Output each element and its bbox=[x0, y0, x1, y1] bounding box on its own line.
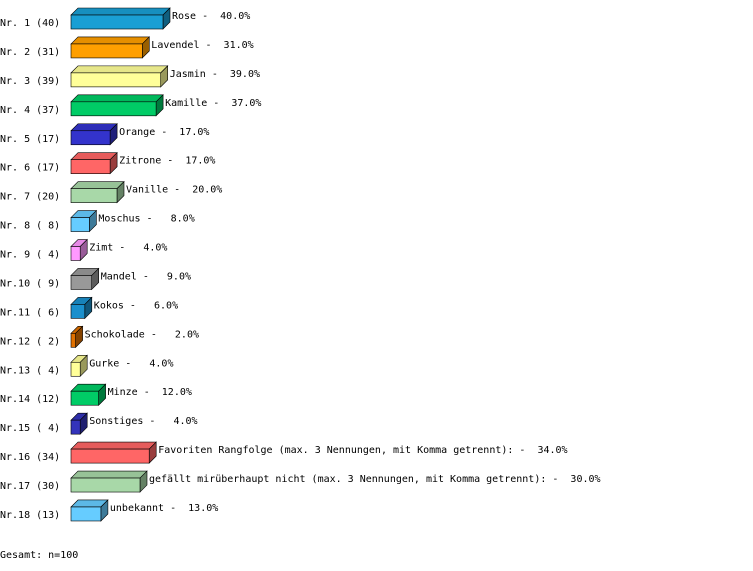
value-label: Schokolade - 2.0% bbox=[85, 329, 199, 340]
bar-front bbox=[70, 72, 161, 88]
value-label: Minze - 12.0% bbox=[108, 387, 192, 398]
value-label: Zimt - 4.0% bbox=[89, 243, 167, 254]
bar-top bbox=[70, 152, 118, 160]
category-label: Nr.16 (34) bbox=[0, 452, 60, 463]
footer: Gesamt: n=100 bbox=[0, 550, 78, 561]
value-label: Mandel - 9.0% bbox=[101, 271, 191, 282]
bar-front bbox=[70, 390, 99, 406]
bar bbox=[70, 65, 169, 88]
bar-front bbox=[70, 419, 81, 435]
category-label: Nr.12 ( 2) bbox=[0, 336, 60, 347]
category-label: Nr.11 ( 6) bbox=[0, 307, 60, 318]
bar-front bbox=[70, 448, 150, 464]
category-label: Nr.17 (30) bbox=[0, 481, 60, 492]
value-label: Favoriten Rangfolge (max. 3 Nennungen, m… bbox=[158, 445, 567, 456]
bar-front bbox=[70, 43, 143, 59]
category-label: Nr. 8 ( 8) bbox=[0, 221, 60, 232]
bar-front bbox=[70, 275, 93, 290]
bar bbox=[70, 412, 88, 435]
bar bbox=[70, 325, 84, 349]
bar bbox=[70, 470, 148, 493]
value-label: Jasmin - 39.0% bbox=[170, 69, 260, 80]
category-label: Nr.13 ( 4) bbox=[0, 365, 60, 376]
bar-top bbox=[70, 36, 151, 45]
category-label: Nr. 7 (20) bbox=[0, 192, 60, 203]
value-label: Vanille - 20.0% bbox=[126, 185, 222, 196]
category-label: Nr. 9 ( 4) bbox=[0, 250, 60, 261]
bar-front bbox=[70, 188, 118, 203]
bar-front bbox=[70, 304, 86, 319]
value-label: Kokos - 6.0% bbox=[94, 300, 178, 311]
value-label: gefällt mirüberhaupt nicht (max. 3 Nennu… bbox=[149, 474, 601, 485]
bar-top bbox=[70, 7, 171, 16]
category-label: Nr. 1 (40) bbox=[0, 18, 60, 29]
bar bbox=[70, 36, 151, 59]
value-label: Gurke - 4.0% bbox=[89, 358, 173, 369]
bar bbox=[70, 94, 164, 117]
value-label: Zitrone - 17.0% bbox=[119, 156, 215, 167]
bar-top bbox=[70, 441, 157, 450]
bar bbox=[70, 296, 93, 320]
value-label: Orange - 17.0% bbox=[119, 127, 209, 138]
bar-front bbox=[70, 159, 111, 174]
bar-top bbox=[70, 123, 118, 132]
value-label: Lavendel - 31.0% bbox=[151, 40, 253, 51]
bar-front bbox=[70, 477, 141, 493]
bar bbox=[70, 238, 88, 262]
bar-top bbox=[70, 470, 148, 479]
bar-front bbox=[70, 217, 90, 232]
bar-front bbox=[70, 246, 81, 261]
value-label: Moschus - 8.0% bbox=[98, 214, 194, 225]
bar-front bbox=[70, 506, 102, 522]
category-label: Nr. 3 (39) bbox=[0, 76, 60, 87]
category-label: Nr. 2 (31) bbox=[0, 47, 60, 58]
category-label: Nr.10 ( 9) bbox=[0, 278, 60, 289]
bar-front bbox=[70, 361, 81, 377]
bar-top bbox=[70, 94, 164, 103]
category-label: Nr.15 ( 4) bbox=[0, 423, 60, 434]
bar bbox=[70, 499, 109, 522]
bar-top bbox=[70, 181, 125, 189]
value-label: Kamille - 37.0% bbox=[165, 98, 261, 109]
bar bbox=[70, 7, 171, 30]
value-label: unbekannt - 13.0% bbox=[110, 503, 218, 514]
bar-front bbox=[70, 14, 164, 30]
bar-front bbox=[70, 101, 157, 117]
bar bbox=[70, 123, 118, 146]
category-label: Nr.14 (12) bbox=[0, 394, 60, 405]
category-label: Nr.18 (13) bbox=[0, 510, 60, 521]
bar bbox=[70, 267, 100, 291]
category-label: Nr. 5 (17) bbox=[0, 134, 60, 145]
bar-top bbox=[70, 65, 169, 74]
value-label: Sonstiges - 4.0% bbox=[89, 416, 197, 427]
category-label: Nr. 6 (17) bbox=[0, 163, 60, 174]
bar bbox=[70, 383, 107, 406]
bar-front bbox=[70, 333, 76, 348]
value-label: Rose - 40.0% bbox=[172, 11, 250, 22]
bar bbox=[70, 209, 98, 233]
bar bbox=[70, 354, 88, 378]
bar-front bbox=[70, 130, 111, 146]
bar bbox=[70, 180, 125, 204]
category-label: Nr. 4 (37) bbox=[0, 105, 60, 116]
bar bbox=[70, 441, 157, 464]
bar bbox=[70, 151, 118, 175]
